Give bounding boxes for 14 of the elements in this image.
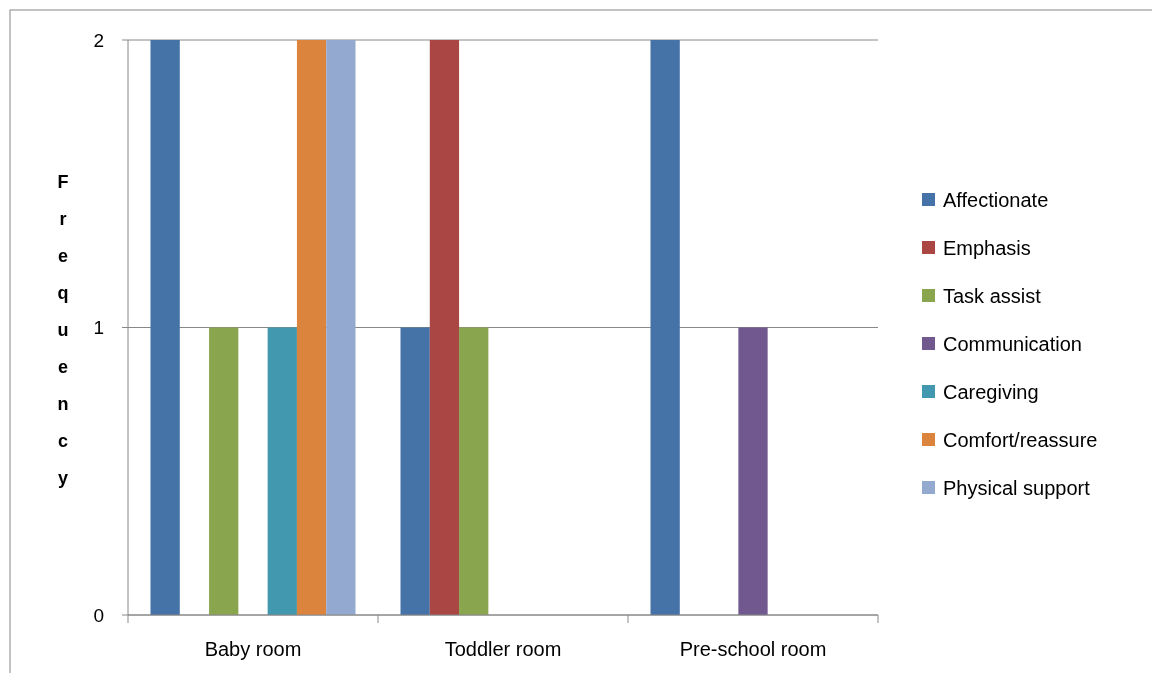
legend-label: Caregiving	[943, 381, 1039, 403]
x-tick-label: Toddler room	[444, 638, 562, 660]
legend-label: Comfort/reassure	[943, 429, 1098, 451]
legend-label: Communication	[943, 333, 1082, 355]
y-tick-label: 0	[93, 604, 104, 626]
x-tick-label: Pre-school room	[679, 638, 827, 660]
legend-label: Affectionate	[943, 189, 1049, 211]
x-tick-label: Baby room	[204, 638, 302, 660]
legend-label: Task assist	[943, 285, 1042, 307]
legend-label: Physical support	[943, 477, 1091, 499]
y-tick-label: 2	[93, 29, 104, 51]
legend-label: Emphasis	[943, 237, 1031, 259]
text: Frequency	[57, 172, 69, 488]
y-tick-label: 1	[93, 317, 104, 339]
